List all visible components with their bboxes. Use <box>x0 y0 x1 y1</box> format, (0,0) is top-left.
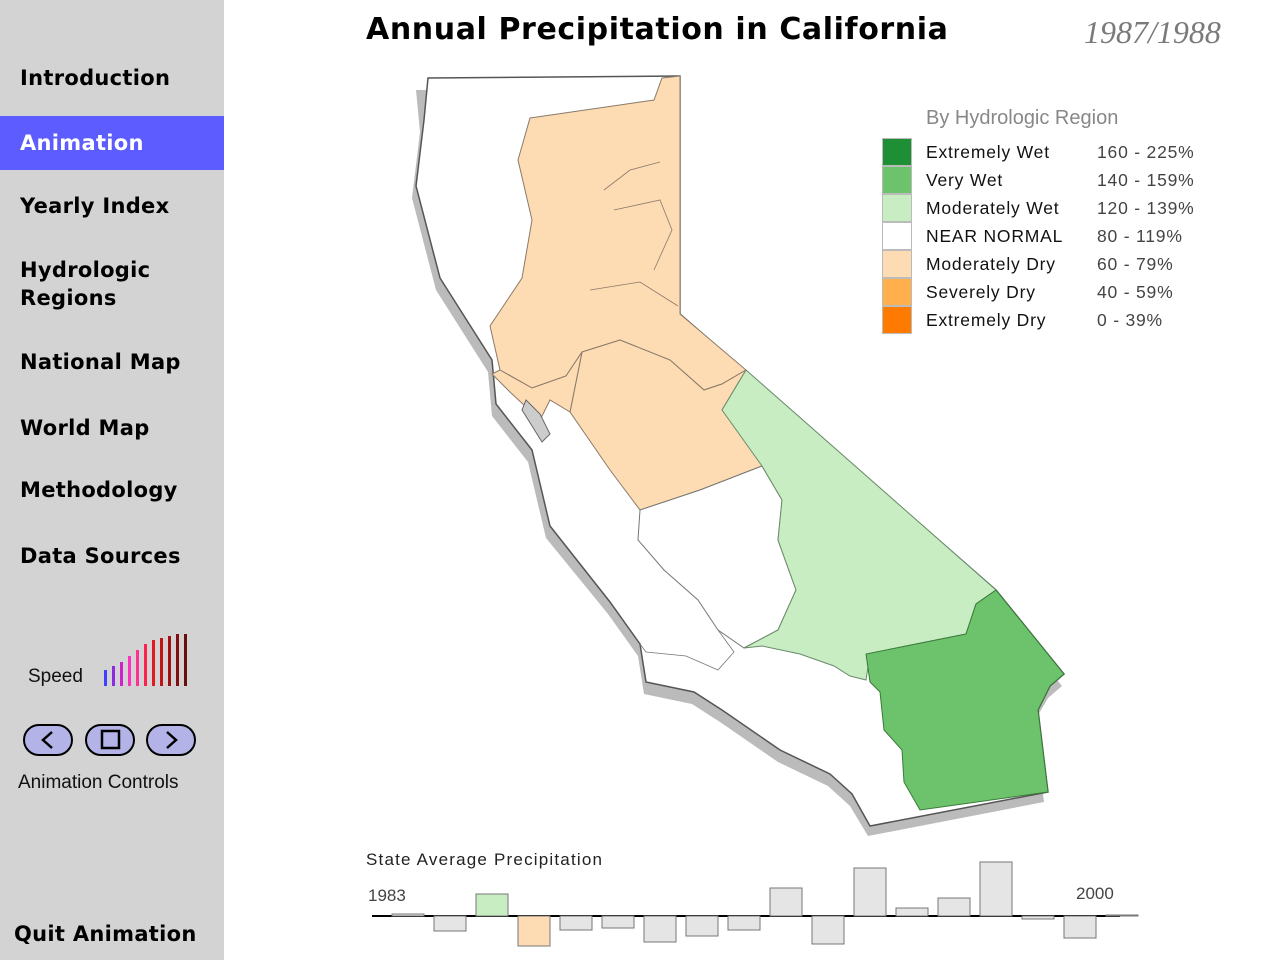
bar-1996 <box>937 897 971 917</box>
speed-bar[interactable] <box>160 638 163 686</box>
nav-national-map[interactable]: National Map <box>20 350 181 374</box>
region-colorado-river <box>865 589 1065 811</box>
legend-title: By Hydrologic Region <box>926 107 1119 129</box>
page-title: Annual Precipitation in California <box>366 12 949 47</box>
legend-swatch <box>882 194 912 222</box>
bar-chart-title: State Average Precipitation <box>366 850 604 869</box>
legend-swatch <box>882 250 912 278</box>
bar-1991 <box>727 915 761 931</box>
legend-label: Very Wet <box>926 170 1004 190</box>
speed-bar[interactable] <box>176 634 179 686</box>
legend-swatch <box>882 278 912 306</box>
legend-swatch <box>882 306 912 334</box>
bar-1990 <box>685 915 719 937</box>
legend-label: NEAR NORMAL <box>926 226 1064 246</box>
nav-hydrologic-regions[interactable]: Hydrologic Regions <box>20 258 151 310</box>
animation-controls-label: Animation Controls <box>18 772 179 793</box>
nav-data-sources[interactable]: Data Sources <box>20 544 181 568</box>
legend-range: 0 - 39% <box>1097 310 1163 330</box>
bar-1988 <box>601 915 635 929</box>
bar-1993 <box>811 915 845 945</box>
year-label: 1987/1988 <box>1084 14 1221 50</box>
speed-bar[interactable] <box>136 650 139 686</box>
legend-range: 80 - 119% <box>1097 226 1183 246</box>
legend-label: Moderately Wet <box>926 198 1060 218</box>
bar-1987 <box>559 915 593 931</box>
legend-swatch <box>882 222 912 250</box>
nav-animation[interactable]: Animation <box>0 116 224 170</box>
speed-bar[interactable] <box>152 640 155 686</box>
legend-label: Severely Dry <box>926 282 1036 302</box>
bar-1995 <box>895 907 929 917</box>
nav-introduction[interactable]: Introduction <box>20 66 171 90</box>
speed-bar[interactable] <box>168 636 171 686</box>
legend-swatch <box>882 138 912 166</box>
speed-bar[interactable] <box>120 662 123 686</box>
legend-range: 60 - 79% <box>1097 254 1174 274</box>
legend-range: 40 - 59% <box>1097 282 1174 302</box>
bar-1998 <box>1021 915 1055 920</box>
legend-range: 120 - 139% <box>1097 198 1195 218</box>
legend-swatch <box>882 166 912 194</box>
bar-1989 <box>643 915 677 943</box>
bar-1994 <box>853 867 887 917</box>
previous-button[interactable] <box>23 724 73 756</box>
speed-bar[interactable] <box>184 634 187 686</box>
bar-chart-end-label: 2000 <box>1076 884 1114 903</box>
bar-2000 <box>1105 914 1139 917</box>
region-borders-south <box>639 629 735 671</box>
bar-1985 <box>475 893 509 917</box>
quit-animation-button[interactable]: Quit Animation <box>14 922 197 946</box>
bar-1992 <box>769 887 803 917</box>
nav-yearly-index[interactable]: Yearly Index <box>20 194 170 218</box>
region-sf-bay <box>491 351 583 421</box>
speed-bar[interactable] <box>128 656 131 686</box>
region-borders <box>589 161 679 307</box>
bar-1997 <box>979 861 1013 917</box>
legend-label: Extremely Wet <box>926 142 1050 162</box>
speed-slider[interactable] <box>102 632 198 690</box>
stop-icon <box>100 729 121 750</box>
legend-range: 160 - 225% <box>1097 142 1195 162</box>
bar-1984 <box>433 915 467 932</box>
legend-label: Extremely Dry <box>926 310 1047 330</box>
bar-chart-start-label: 1983 <box>368 886 406 905</box>
chevron-right-icon <box>166 731 178 749</box>
sf-bay-water <box>521 399 551 443</box>
stop-button[interactable] <box>85 724 135 756</box>
chevron-left-icon <box>41 731 53 749</box>
bar-1999 <box>1063 915 1097 939</box>
bar-1986 <box>517 915 551 947</box>
nav-world-map[interactable]: World Map <box>20 416 150 440</box>
bar-1983 <box>391 913 425 917</box>
next-button[interactable] <box>146 724 196 756</box>
sidebar: Introduction Animation Yearly Index Hydr… <box>0 0 224 960</box>
nav-methodology[interactable]: Methodology <box>20 478 178 502</box>
speed-bar[interactable] <box>144 644 147 686</box>
speed-bar[interactable] <box>112 666 115 686</box>
speed-bar[interactable] <box>104 670 107 686</box>
legend-label: Moderately Dry <box>926 254 1056 274</box>
speed-label: Speed <box>28 666 83 687</box>
legend-range: 140 - 159% <box>1097 170 1195 190</box>
california-map <box>412 75 1066 836</box>
